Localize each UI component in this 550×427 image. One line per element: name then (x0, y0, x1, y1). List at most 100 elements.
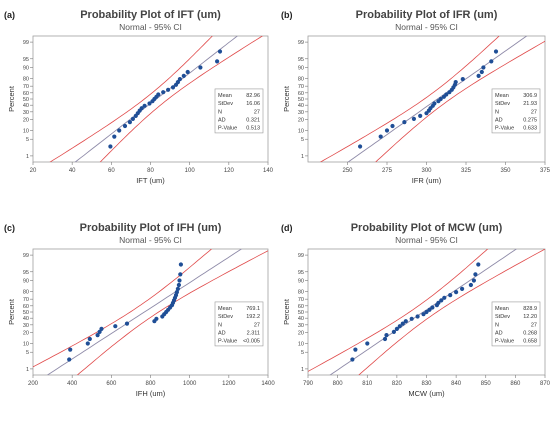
stats-value: 27 (531, 322, 537, 328)
stats-label: P-Value (218, 126, 237, 132)
data-point (476, 262, 481, 267)
x-tick-label: 1400 (261, 381, 275, 387)
y-axis-label: Percent (7, 298, 16, 325)
x-axis-label: IFT (um) (136, 176, 165, 185)
fit-line (347, 36, 528, 162)
plot-content (49, 36, 264, 162)
stats-value: 306.9 (523, 93, 537, 99)
stats-label: Mean (495, 93, 509, 99)
data-point (436, 300, 441, 305)
y-tick-label: 1 (301, 154, 304, 160)
data-point (444, 92, 449, 97)
data-point (390, 123, 395, 129)
chart-title: Probability Plot of IFH (um) (80, 222, 222, 234)
data-point (215, 59, 220, 64)
stats-value: 27 (531, 109, 537, 115)
data-point (142, 103, 147, 108)
y-tick-label: 1 (301, 367, 304, 373)
data-point (418, 113, 423, 118)
x-tick-label: 850 (481, 381, 492, 387)
panel-label: (d) (281, 223, 293, 233)
stats-value: 27 (254, 322, 260, 328)
y-tick-label: 40 (23, 103, 29, 109)
x-tick-label: 830 (421, 381, 432, 387)
data-point (460, 286, 465, 291)
stats-label: StDev (495, 101, 510, 107)
stats-value: 0.513 (246, 126, 260, 132)
data-point (448, 293, 453, 298)
stats-value: 0.658 (523, 339, 537, 345)
stats-label: AD (218, 118, 226, 124)
chart-panel-2: (b) Probability Plot of IFR (um)Normal - … (281, 9, 550, 185)
stats-value: 0.321 (246, 118, 260, 124)
data-point (430, 305, 435, 310)
y-tick-label: 5 (26, 137, 29, 143)
y-tick-label: 50 (298, 310, 304, 316)
data-point (489, 59, 494, 64)
plot-content (308, 249, 545, 375)
y-tick-label: 80 (298, 289, 304, 295)
ci-lower-line (308, 249, 489, 372)
y-axis-label: Percent (282, 85, 291, 112)
y-tick-label: 60 (298, 304, 304, 310)
data-point (402, 120, 407, 125)
data-point (170, 85, 176, 90)
stats-label: AD (495, 118, 503, 124)
data-point (460, 77, 465, 82)
stats-value: 2.311 (247, 331, 260, 337)
stats-label: StDev (495, 314, 510, 320)
stats-label: P-Value (495, 339, 514, 345)
stats-label: N (495, 322, 499, 328)
data-point (122, 123, 128, 129)
y-tick-label: 10 (23, 128, 29, 134)
data-point (409, 316, 414, 321)
data-point (177, 278, 182, 283)
data-point (471, 278, 476, 283)
data-point (147, 101, 152, 106)
y-tick-label: 10 (298, 341, 304, 347)
chart-panel-4: (d) Probability Plot of MCW (um)Normal - … (281, 222, 550, 398)
data-point (178, 272, 183, 277)
stats-value: 27 (254, 109, 260, 115)
y-tick-label: 1 (26, 367, 29, 373)
data-point (99, 326, 104, 331)
plot-content (33, 249, 268, 375)
plot-content (319, 36, 545, 162)
data-point (439, 298, 444, 303)
y-tick-label: 10 (298, 128, 304, 134)
data-point (442, 295, 447, 300)
data-point (454, 290, 459, 295)
y-tick-label: 90 (298, 66, 304, 72)
stats-value: <0.005 (243, 339, 260, 345)
stats-value: 769.1 (246, 306, 260, 312)
chart-subtitle: Normal - 95% CI (119, 235, 182, 245)
x-tick-label: 80 (147, 168, 154, 174)
y-tick-label: 40 (23, 316, 29, 322)
data-point (185, 69, 190, 75)
x-tick-label: 100 (185, 168, 196, 174)
x-tick-label: 60 (108, 168, 115, 174)
stats-label: Mean (218, 93, 232, 99)
fit-line (46, 249, 243, 375)
ci-upper-line (99, 36, 264, 162)
data-point (358, 144, 363, 149)
stats-value: 0.268 (523, 331, 537, 337)
x-tick-label: 200 (28, 381, 39, 387)
panel-label: (b) (281, 10, 293, 20)
x-tick-label: 600 (106, 381, 117, 387)
x-tick-label: 375 (540, 168, 550, 174)
ci-lower-line (319, 36, 500, 162)
stats-value: 0.633 (523, 126, 537, 132)
stats-label: N (495, 109, 499, 115)
data-point (453, 80, 458, 85)
y-tick-label: 90 (23, 66, 29, 72)
chart-title: Probability Plot of IFR (um) (356, 9, 498, 21)
y-tick-label: 60 (298, 91, 304, 97)
data-point (117, 128, 122, 133)
y-tick-label: 80 (298, 76, 304, 82)
data-point (415, 314, 420, 319)
data-point (67, 357, 72, 362)
data-point (181, 73, 186, 78)
x-tick-label: 275 (382, 168, 393, 174)
